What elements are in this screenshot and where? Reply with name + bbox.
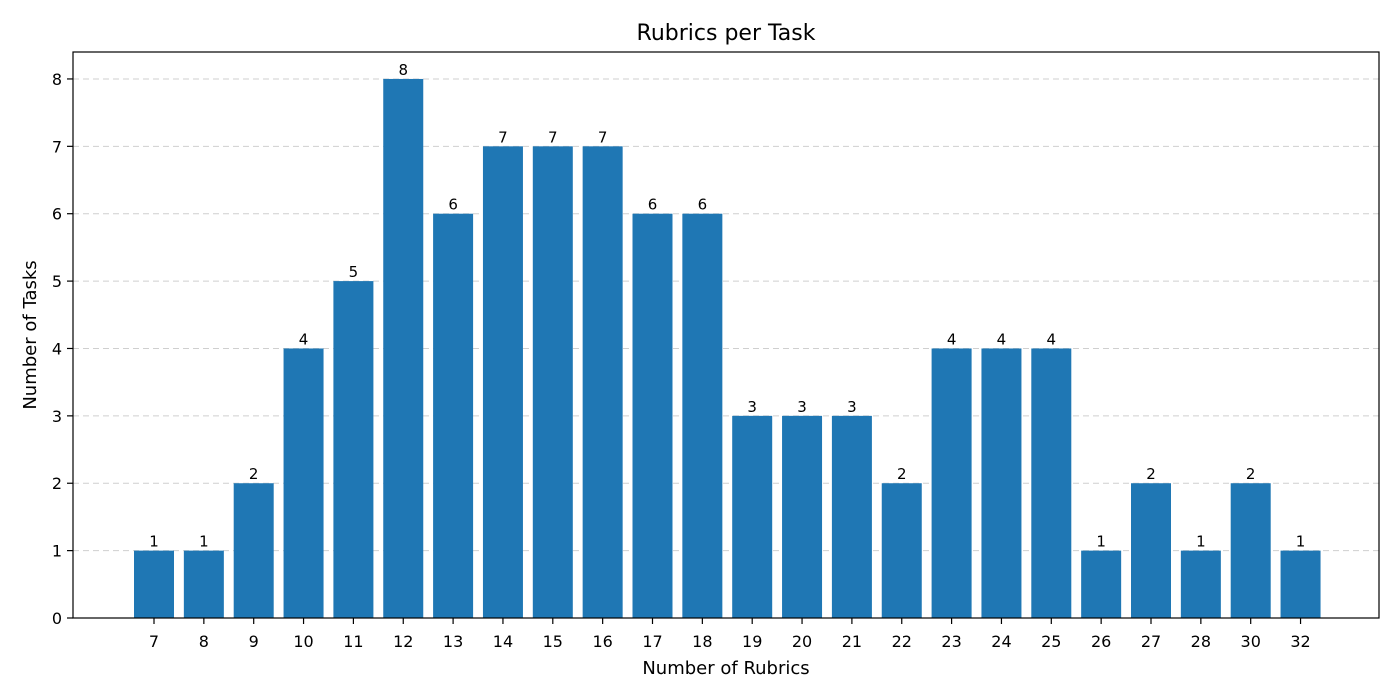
bar-11: [333, 281, 374, 618]
x-tick-label: 21: [842, 632, 862, 651]
x-tick-label: 16: [592, 632, 612, 651]
data-label-21: 3: [847, 398, 857, 416]
y-tick-label: 7: [52, 137, 62, 156]
data-label-9: 2: [249, 465, 259, 483]
bar-15: [532, 146, 573, 619]
bar-13: [433, 213, 474, 618]
bar-9: [233, 483, 274, 618]
data-label-26: 1: [1096, 533, 1106, 551]
bar-27: [1131, 483, 1171, 618]
x-tick-label: 23: [941, 632, 961, 651]
chart-title: Rubrics per Task: [637, 21, 816, 46]
bar-28: [1180, 550, 1221, 618]
data-label-22: 2: [897, 465, 907, 483]
y-tick-label: 4: [52, 339, 62, 358]
plot-frame: [72, 51, 1380, 619]
bar-10: [283, 348, 324, 618]
x-tick-label: 7: [149, 632, 159, 651]
x-tick-label: 25: [1041, 632, 1061, 651]
y-tick-label: 5: [52, 272, 62, 291]
y-tick-label: 3: [52, 407, 62, 426]
y-tick-label: 2: [52, 474, 62, 493]
x-axis-ticks: 7 8 9 10 11 12 13 14 15 16 17 18 19 20 21 22 23 24 25 26 27 2…: [149, 618, 1311, 651]
y-axis-label: Number of Tasks: [20, 260, 41, 409]
y-tick-label: 6: [52, 205, 62, 224]
bar-25: [1031, 348, 1072, 618]
x-tick-label: 17: [642, 632, 662, 651]
bar-22: [881, 483, 922, 618]
data-label-18: 6: [698, 196, 708, 214]
data-label-20: 3: [797, 398, 807, 416]
x-tick-label: 30: [1241, 632, 1261, 651]
bar-12: [383, 78, 424, 618]
x-tick-label: 26: [1091, 632, 1111, 651]
y-tick-label: 1: [52, 542, 62, 561]
x-tick-label: 19: [742, 632, 762, 651]
bar-32: [1280, 550, 1321, 618]
x-tick-label: 28: [1191, 632, 1211, 651]
x-tick-label: 14: [493, 632, 513, 651]
data-labels: 1 1 2 4 5 8 6 7 7 7 6 6 3 3 3 2 4 4 4 1 2 1 2 1: [149, 61, 1305, 551]
data-label-8: 1: [199, 533, 209, 551]
x-tick-label: 24: [991, 632, 1011, 651]
data-label-12: 8: [398, 61, 408, 79]
bars: [134, 78, 1321, 619]
x-tick-label: 9: [249, 632, 259, 651]
bar-18: [682, 213, 723, 618]
bar-24: [981, 348, 1022, 618]
data-label-30: 2: [1246, 465, 1256, 483]
x-axis-label: Number of Rubrics: [642, 658, 809, 679]
x-tick-label: 32: [1290, 632, 1310, 651]
data-label-28: 1: [1196, 533, 1206, 551]
y-tick-label: 0: [52, 609, 62, 628]
x-tick-label: 11: [343, 632, 363, 651]
data-label-32: 1: [1296, 533, 1306, 551]
data-label-27: 2: [1146, 465, 1156, 483]
x-tick-label: 13: [443, 632, 463, 651]
data-label-23: 4: [947, 330, 957, 348]
data-label-25: 4: [1047, 330, 1057, 348]
data-label-11: 5: [349, 263, 359, 281]
data-label-16: 7: [598, 128, 608, 146]
data-label-13: 6: [448, 196, 458, 214]
bar-16: [582, 146, 623, 619]
x-tick-label: 15: [543, 632, 563, 651]
bar-17: [632, 213, 673, 618]
bar-8: [183, 550, 224, 618]
data-label-10: 4: [299, 330, 309, 348]
bar-30: [1230, 483, 1271, 618]
data-label-14: 7: [498, 128, 508, 146]
gridlines: [73, 78, 1379, 552]
x-tick-label: 12: [393, 632, 413, 651]
data-label-15: 7: [548, 128, 558, 146]
x-tick-label: 27: [1141, 632, 1161, 651]
bar-26: [1081, 550, 1122, 618]
x-tick-label: 22: [892, 632, 912, 651]
data-label-17: 6: [648, 196, 658, 214]
data-label-7: 1: [149, 533, 159, 551]
x-tick-label: 20: [792, 632, 812, 651]
y-axis-ticks: 0 1 2 3 4 5 6 7 8: [52, 70, 73, 628]
bar-7: [134, 550, 174, 618]
data-label-24: 4: [997, 330, 1007, 348]
bar-14: [482, 146, 523, 619]
bar-20: [782, 415, 823, 618]
bar-19: [732, 415, 773, 618]
bar-23: [931, 348, 972, 618]
x-tick-label: 18: [692, 632, 712, 651]
x-tick-label: 8: [199, 632, 209, 651]
x-tick-label: 10: [293, 632, 313, 651]
y-tick-label: 8: [52, 70, 62, 89]
data-label-19: 3: [747, 398, 757, 416]
bar-21: [831, 415, 872, 618]
